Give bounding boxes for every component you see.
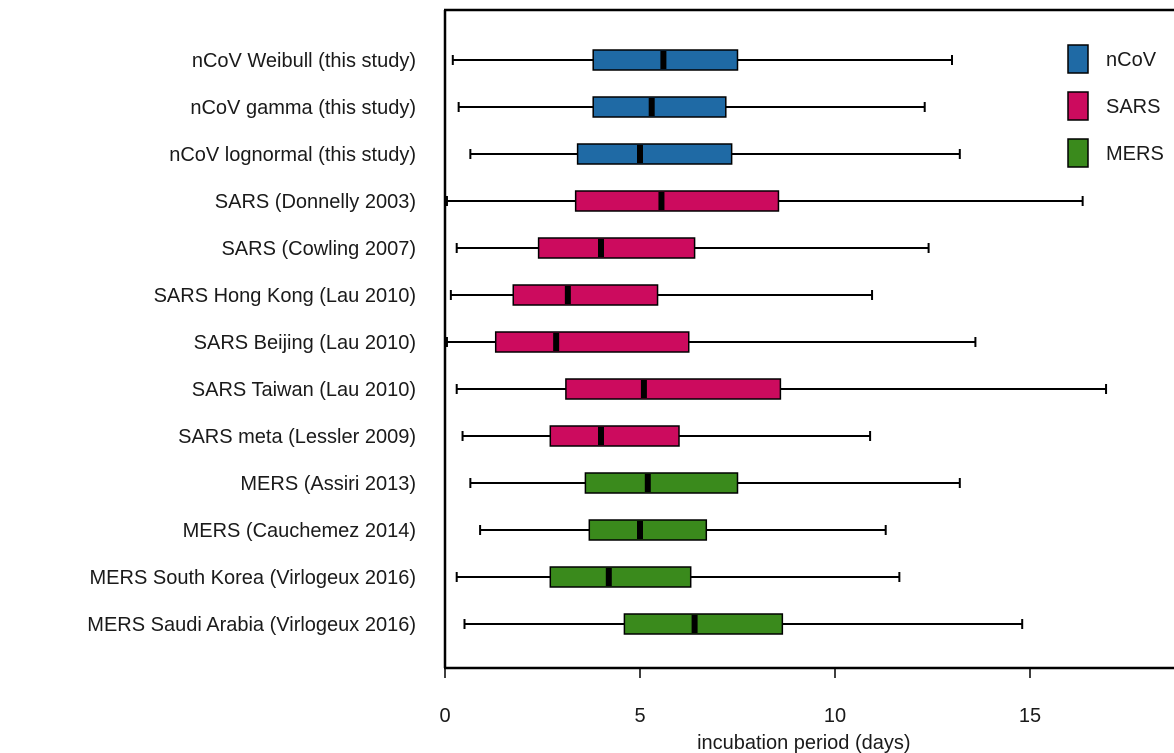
legend-label: nCoV xyxy=(1106,49,1157,71)
legend: nCoV SARS MERS xyxy=(1067,44,1164,168)
iqr-box xyxy=(588,519,708,541)
y-category-label: SARS (Cowling 2007) xyxy=(221,238,416,260)
box-row xyxy=(455,378,1108,400)
legend-item: MERS xyxy=(1067,138,1164,168)
legend-item: nCoV xyxy=(1067,44,1157,74)
box-row xyxy=(463,613,1024,635)
box-row xyxy=(469,143,961,165)
iqr-box xyxy=(549,425,680,447)
box-row xyxy=(455,566,901,588)
x-tick-label: 0 xyxy=(439,705,450,727)
box-row xyxy=(461,425,872,447)
box-row xyxy=(445,331,977,353)
box-row xyxy=(445,190,1084,212)
box-row xyxy=(455,237,930,259)
box-row xyxy=(449,284,874,306)
y-category-label: SARS meta (Lessler 2009) xyxy=(178,426,416,448)
box-row xyxy=(451,49,953,71)
iqr-box xyxy=(623,613,784,635)
y-category-label: nCoV lognormal (this study) xyxy=(169,144,416,166)
iqr-box xyxy=(565,378,782,400)
y-category-label: SARS Beijing (Lau 2010) xyxy=(194,332,416,354)
boxplot-series xyxy=(445,49,1108,635)
legend-swatch xyxy=(1067,44,1089,74)
y-category-label: MERS South Korea (Virlogeux 2016) xyxy=(90,567,416,589)
x-axis: 0 5 10 15 xyxy=(439,8,1174,727)
y-category-label: SARS Taiwan (Lau 2010) xyxy=(192,379,416,401)
x-tick-label: 10 xyxy=(824,705,846,727)
legend-label: MERS xyxy=(1106,143,1164,165)
iqr-box xyxy=(592,96,727,118)
y-category-label: SARS Hong Kong (Lau 2010) xyxy=(154,285,416,307)
box-row xyxy=(479,519,887,541)
iqr-box xyxy=(549,566,692,588)
y-category-label: MERS (Assiri 2013) xyxy=(240,473,416,495)
x-axis-label: incubation period (days) xyxy=(697,732,910,753)
y-category-label: MERS Saudi Arabia (Virlogeux 2016) xyxy=(87,614,416,636)
iqr-box xyxy=(584,472,739,494)
y-category-label: SARS (Donnelly 2003) xyxy=(215,191,416,213)
iqr-box xyxy=(494,331,690,353)
y-category-label: nCoV Weibull (this study) xyxy=(192,50,416,72)
iqr-box xyxy=(537,237,696,259)
x-tick-label: 15 xyxy=(1019,705,1041,727)
iqr-box xyxy=(574,190,780,212)
box-row xyxy=(457,96,926,118)
box-row xyxy=(469,472,961,494)
legend-label: SARS xyxy=(1106,96,1160,118)
x-tick-label: 5 xyxy=(634,705,645,727)
iqr-box xyxy=(512,284,659,306)
iqr-box xyxy=(576,143,733,165)
legend-item: SARS xyxy=(1067,91,1160,121)
y-category-label: nCoV gamma (this study) xyxy=(190,97,416,119)
y-category-label: MERS (Cauchemez 2014) xyxy=(183,520,416,542)
y-category-labels: nCoV Weibull (this study) nCoV gamma (thi… xyxy=(87,50,416,636)
legend-swatch xyxy=(1067,91,1089,121)
legend-swatch xyxy=(1067,138,1089,168)
